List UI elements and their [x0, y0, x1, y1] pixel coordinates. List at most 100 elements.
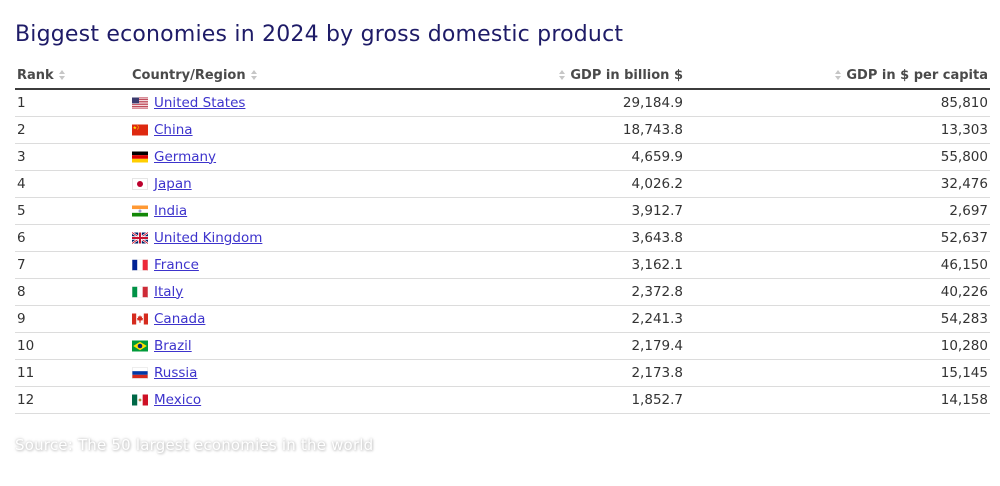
country-link[interactable]: United Kingdom	[154, 229, 263, 246]
gdp-per-capita-cell: 14,158	[685, 386, 990, 414]
flag-us-icon	[132, 97, 148, 109]
table-row: 9 Canada 2,241.3 54,283	[15, 305, 990, 333]
column-header-label: GDP in $ per capita	[846, 68, 988, 83]
country-cell: United Kingdom	[130, 224, 520, 252]
table-body: 1 United States 29,184.9 85,810 2 China 18,743…	[15, 89, 990, 414]
country-cell: France	[130, 251, 520, 279]
country-link[interactable]: Canada	[154, 310, 206, 327]
flag-it-icon	[132, 286, 148, 298]
table-row: 6 United Kingdom 3,643.8 52,637	[15, 224, 990, 252]
country-link[interactable]: United States	[154, 94, 246, 111]
column-header-label: GDP in billion $	[570, 68, 683, 83]
table-row: 7 France 3,162.1 46,150	[15, 251, 990, 279]
table-row: 3 Germany 4,659.9 55,800	[15, 143, 990, 171]
rank-cell: 8	[15, 278, 130, 306]
flag-jp-icon	[132, 178, 148, 190]
gdp-per-capita-cell: 55,800	[685, 143, 990, 171]
gdp-billion-cell: 18,743.8	[520, 116, 685, 144]
flag-in-icon	[132, 205, 148, 217]
country-link[interactable]: Germany	[154, 148, 217, 165]
gdp-per-capita-cell: 46,150	[685, 251, 990, 279]
country-link[interactable]: Japan	[154, 175, 192, 192]
country-link[interactable]: Russia	[154, 364, 198, 381]
rank-cell: 7	[15, 251, 130, 279]
gdp-per-capita-cell: 54,283	[685, 305, 990, 333]
gdp-billion-cell: 3,912.7	[520, 197, 685, 225]
column-header-gdp_billion[interactable]: GDP in billion $	[520, 66, 685, 90]
rank-cell: 10	[15, 332, 130, 360]
column-header-country[interactable]: Country/Region	[130, 66, 520, 90]
rank-cell: 2	[15, 116, 130, 144]
column-header-label: Rank	[17, 68, 54, 83]
flag-mx-icon	[132, 394, 148, 406]
country-link[interactable]: India	[154, 202, 188, 219]
country-cell: Russia	[130, 359, 520, 387]
country-link[interactable]: France	[154, 256, 199, 273]
country-cell: Italy	[130, 278, 520, 306]
country-cell: Japan	[130, 170, 520, 198]
country-cell: Brazil	[130, 332, 520, 360]
table-header: Rank Country/Region GDP in billion $ GDP in…	[15, 66, 990, 90]
gdp-billion-cell: 2,173.8	[520, 359, 685, 387]
country-cell: Mexico	[130, 386, 520, 414]
country-cell: China	[130, 116, 520, 144]
rank-cell: 6	[15, 224, 130, 252]
flag-ru-icon	[132, 367, 148, 379]
rank-cell: 12	[15, 386, 130, 414]
flag-de-icon	[132, 151, 148, 163]
gdp-billion-cell: 2,241.3	[520, 305, 685, 333]
country-cell: Germany	[130, 143, 520, 171]
gdp-per-capita-cell: 2,697	[685, 197, 990, 225]
page-title: Biggest economies in 2024 by gross domes…	[15, 22, 624, 47]
gdp-per-capita-cell: 40,226	[685, 278, 990, 306]
gdp-billion-cell: 4,659.9	[520, 143, 685, 171]
gdp-billion-cell: 2,372.8	[520, 278, 685, 306]
column-header-label: Country/Region	[132, 68, 246, 83]
country-link[interactable]: China	[154, 121, 193, 138]
country-cell: India	[130, 197, 520, 225]
gdp-per-capita-cell: 85,810	[685, 89, 990, 117]
gdp-billion-cell: 3,162.1	[520, 251, 685, 279]
economies-table: Rank Country/Region GDP in billion $ GDP in…	[15, 66, 990, 414]
rank-cell: 3	[15, 143, 130, 171]
table-row: 10 Brazil 2,179.4 10,280	[15, 332, 990, 360]
gdp-billion-cell: 2,179.4	[520, 332, 685, 360]
flag-ca-icon	[132, 313, 148, 325]
rank-cell: 1	[15, 89, 130, 117]
country-link[interactable]: Italy	[154, 283, 184, 300]
column-header-rank[interactable]: Rank	[15, 66, 130, 90]
gdp-per-capita-cell: 10,280	[685, 332, 990, 360]
gdp-billion-cell: 4,026.2	[520, 170, 685, 198]
gdp-billion-cell: 3,643.8	[520, 224, 685, 252]
table-row: 1 United States 29,184.9 85,810	[15, 89, 990, 117]
country-cell: Canada	[130, 305, 520, 333]
table-row: 8 Italy 2,372.8 40,226	[15, 278, 990, 306]
sort-icon	[250, 69, 257, 80]
column-header-gdp_per_capita[interactable]: GDP in $ per capita	[685, 66, 990, 90]
gdp-billion-cell: 1,852.7	[520, 386, 685, 414]
rank-cell: 4	[15, 170, 130, 198]
table-row: 11 Russia 2,173.8 15,145	[15, 359, 990, 387]
source-note: Source: The 50 largest economies in the …	[15, 435, 374, 454]
rank-cell: 11	[15, 359, 130, 387]
flag-br-icon	[132, 340, 148, 352]
gdp-per-capita-cell: 15,145	[685, 359, 990, 387]
country-cell: United States	[130, 89, 520, 117]
country-link[interactable]: Mexico	[154, 391, 202, 408]
table-row: 4 Japan 4,026.2 32,476	[15, 170, 990, 198]
gdp-per-capita-cell: 13,303	[685, 116, 990, 144]
table-header-row: Rank Country/Region GDP in billion $ GDP in…	[15, 66, 990, 90]
sort-icon	[559, 69, 566, 80]
gdp-billion-cell: 29,184.9	[520, 89, 685, 117]
flag-gb-icon	[132, 231, 148, 244]
sort-icon	[58, 69, 65, 80]
sort-icon	[835, 69, 842, 80]
country-link[interactable]: Brazil	[154, 337, 192, 354]
rank-cell: 9	[15, 305, 130, 333]
table-row: 2 China 18,743.8 13,303	[15, 116, 990, 144]
rank-cell: 5	[15, 197, 130, 225]
flag-fr-icon	[132, 259, 148, 271]
table-row: 5 India 3,912.7 2,697	[15, 197, 990, 225]
page: Biggest economies in 2024 by gross domes…	[15, 22, 990, 454]
gdp-per-capita-cell: 52,637	[685, 224, 990, 252]
